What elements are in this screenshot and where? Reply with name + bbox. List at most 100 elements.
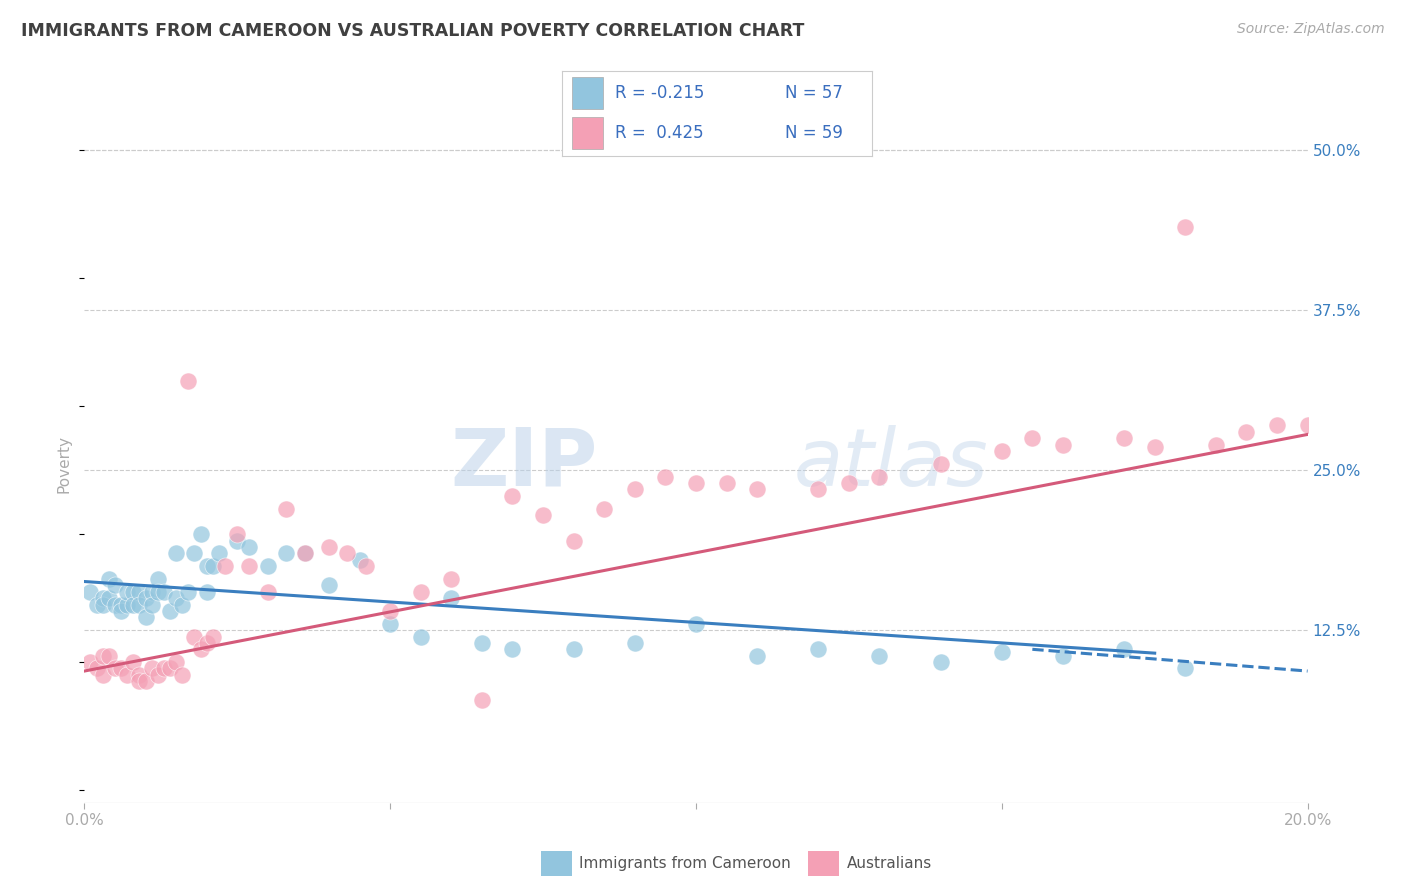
Point (97, 648, 120, 663)
Point (1143, 440, 1166, 454)
Point (440, 572, 463, 586)
Point (869, 648, 891, 663)
Text: atlas: atlas (794, 425, 988, 503)
Point (257, 584, 280, 599)
Point (115, 668, 138, 682)
Point (531, 508, 554, 522)
Point (685, 616, 707, 631)
Point (1052, 437, 1074, 451)
Point (471, 636, 494, 650)
Point (1265, 418, 1288, 433)
Point (294, 546, 316, 560)
Point (208, 546, 231, 560)
Point (562, 642, 585, 657)
Point (177, 374, 200, 388)
Point (122, 584, 145, 599)
Point (929, 457, 952, 471)
Point (135, 591, 157, 606)
Point (104, 598, 127, 612)
Point (183, 546, 205, 560)
Point (141, 661, 163, 675)
Point (1114, 431, 1136, 445)
Point (991, 444, 1014, 458)
Point (110, 598, 132, 612)
Point (380, 616, 402, 631)
Point (91, 648, 114, 663)
Point (195, 636, 218, 650)
Point (97, 572, 120, 586)
Point (110, 661, 132, 675)
Point (502, 489, 524, 503)
Point (135, 674, 157, 689)
Point (122, 655, 145, 669)
Point (226, 527, 249, 541)
Point (195, 584, 218, 599)
Point (409, 584, 432, 599)
Bar (572, 78, 603, 110)
Point (807, 642, 830, 657)
Point (86, 661, 108, 675)
Point (141, 584, 163, 599)
Point (276, 546, 298, 560)
Point (1052, 648, 1074, 663)
Text: Australians: Australians (846, 856, 932, 871)
Text: R = -0.215: R = -0.215 (614, 85, 704, 103)
Point (86, 598, 108, 612)
Point (380, 604, 402, 618)
Point (201, 630, 224, 644)
Point (471, 693, 494, 707)
Point (153, 584, 176, 599)
Point (624, 636, 647, 650)
Y-axis label: Poverty: Poverty (56, 434, 72, 493)
Point (502, 642, 524, 657)
Point (104, 578, 127, 592)
Point (747, 648, 769, 663)
Point (159, 661, 181, 675)
Point (226, 533, 249, 548)
Point (146, 584, 169, 599)
Text: Immigrants from Cameroon: Immigrants from Cameroon (579, 856, 792, 871)
Point (172, 668, 194, 682)
Point (214, 559, 236, 574)
Text: N = 59: N = 59 (785, 124, 844, 142)
Point (172, 598, 194, 612)
Point (165, 591, 187, 606)
Point (807, 483, 830, 497)
Point (1174, 661, 1197, 675)
Point (79, 584, 101, 599)
Point (141, 598, 163, 612)
Point (349, 553, 371, 567)
Point (135, 610, 157, 624)
Point (562, 533, 585, 548)
Point (79, 655, 101, 669)
Point (838, 476, 860, 491)
Point (747, 483, 769, 497)
Point (195, 559, 218, 574)
Point (91, 598, 114, 612)
Point (190, 642, 212, 657)
Point (91, 668, 114, 682)
Point (128, 674, 150, 689)
Point (1236, 425, 1258, 439)
Point (128, 668, 150, 682)
Point (318, 540, 340, 554)
Point (153, 661, 176, 675)
Point (869, 469, 891, 483)
Point (146, 572, 169, 586)
Text: ZIP: ZIP (451, 425, 598, 503)
Point (1114, 642, 1136, 657)
Point (110, 604, 132, 618)
Point (685, 476, 707, 491)
Point (440, 591, 463, 606)
Point (190, 527, 212, 541)
Text: R =  0.425: R = 0.425 (614, 124, 703, 142)
Point (624, 483, 647, 497)
Point (318, 578, 340, 592)
Point (716, 476, 738, 491)
Point (276, 501, 298, 516)
Point (115, 584, 138, 599)
Point (91, 591, 114, 606)
Point (593, 501, 616, 516)
Text: N = 57: N = 57 (785, 85, 844, 103)
Text: Source: ZipAtlas.com: Source: ZipAtlas.com (1237, 22, 1385, 37)
